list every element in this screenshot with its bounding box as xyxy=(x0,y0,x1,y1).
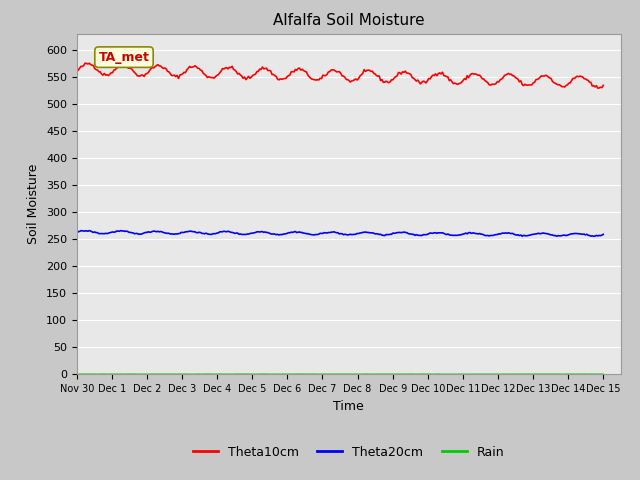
Text: TA_met: TA_met xyxy=(99,51,149,64)
Legend: Theta10cm, Theta20cm, Rain: Theta10cm, Theta20cm, Rain xyxy=(188,441,510,464)
Y-axis label: Soil Moisture: Soil Moisture xyxy=(28,164,40,244)
X-axis label: Time: Time xyxy=(333,400,364,413)
Title: Alfalfa Soil Moisture: Alfalfa Soil Moisture xyxy=(273,13,424,28)
